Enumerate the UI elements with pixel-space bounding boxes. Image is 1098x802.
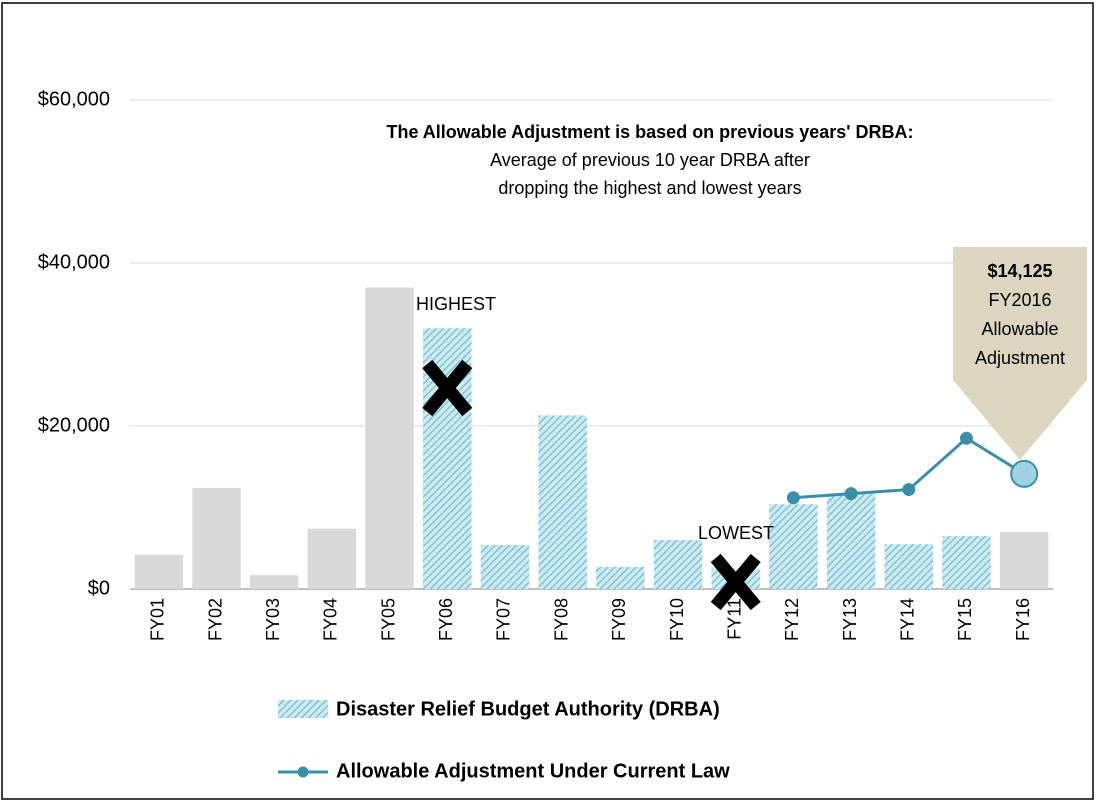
x-tick-label: FY11: [724, 598, 744, 640]
bar: [769, 504, 818, 589]
x-tick-label: FY13: [840, 598, 860, 641]
bar: [884, 544, 934, 589]
y-tick-label: $20,000: [38, 414, 110, 436]
bar: [307, 528, 357, 589]
bar: [538, 415, 587, 589]
x-tick-label: FY14: [898, 598, 918, 641]
legend-label: Disaster Relief Budget Authority (DRBA): [336, 698, 720, 720]
bar: [942, 536, 991, 589]
line-marker: [902, 483, 916, 497]
annotation: Average of previous 10 year DRBA after: [490, 150, 810, 170]
cross-mark: [710, 553, 761, 611]
line-marker: [959, 431, 973, 445]
callout-box: [953, 247, 1087, 460]
bar: [653, 540, 703, 589]
callout-text: FY2016: [988, 290, 1051, 310]
x-tick-label: FY16: [1013, 598, 1033, 641]
legend-label: Allowable Adjustment Under Current Law: [336, 760, 730, 782]
x-tick-label: FY15: [955, 598, 975, 641]
annotation-highest: HIGHEST: [416, 294, 496, 314]
bar: [596, 566, 645, 589]
bar: [826, 493, 876, 589]
bar: [365, 287, 414, 589]
x-tick-label: FY07: [494, 598, 514, 641]
callout-text: Allowable: [981, 319, 1058, 339]
y-tick-label: $40,000: [38, 251, 110, 273]
x-tick-label: FY08: [551, 598, 571, 641]
x-tick-label: FY05: [378, 598, 398, 641]
annotation: dropping the highest and lowest years: [498, 178, 801, 198]
x-tick-label: FY01: [148, 598, 168, 641]
x-tick-label: FY09: [609, 598, 629, 641]
x-tick-label: FY06: [436, 598, 456, 641]
annotation-header: The Allowable Adjustment is based on pre…: [386, 122, 913, 142]
y-tick-label: $60,000: [38, 88, 110, 110]
bar: [134, 554, 184, 589]
line-marker: [1010, 459, 1039, 488]
y-tick-label: $0: [88, 577, 110, 599]
bar: [999, 531, 1049, 589]
x-tick-label: FY02: [205, 598, 225, 641]
line-marker: [844, 487, 858, 501]
x-tick-label: FY12: [782, 598, 802, 641]
line-marker: [786, 491, 800, 505]
x-tick-label: FY03: [263, 598, 283, 641]
bar: [480, 544, 530, 589]
legend-swatch: [297, 766, 309, 778]
cross-mark: [422, 359, 473, 417]
legend-swatch: [278, 700, 328, 718]
callout-text: Adjustment: [975, 348, 1065, 368]
x-tick-label: FY10: [667, 598, 687, 641]
callout-value: $14,125: [987, 261, 1052, 281]
bar: [192, 487, 241, 589]
bar: [249, 575, 299, 589]
x-tick-label: FY04: [321, 598, 341, 641]
annotation-lowest: LOWEST: [698, 523, 774, 543]
plot: $0 $20,000 $40,000 $60,000 FY01 FY02 FY03 FY04 F…: [38, 88, 1053, 782]
